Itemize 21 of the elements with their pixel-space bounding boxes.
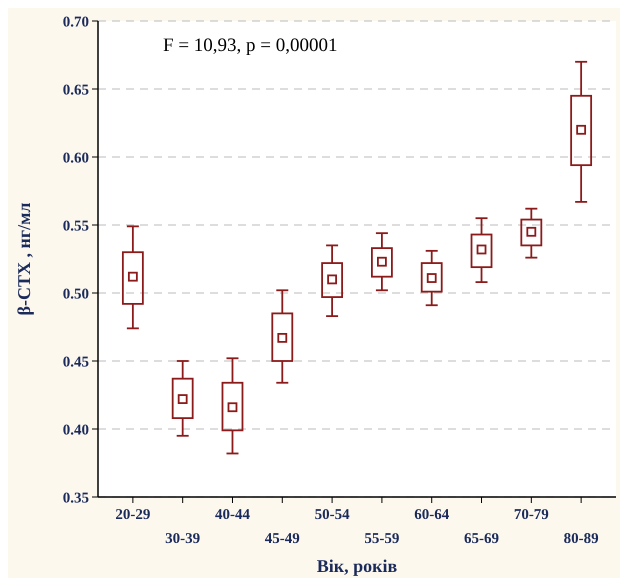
y-tick-label: 0.70 [62,14,89,30]
y-tick-label: 0.60 [62,150,89,166]
y-axis-title: β-CTX , нг/мл [14,202,34,316]
y-tick-label: 0.55 [62,218,89,234]
x-tick-label: 20-29 [115,507,150,523]
x-tick-label: 60-64 [414,507,450,523]
y-tick-label: 0.45 [62,354,89,370]
x-axis-title: Вік, років [316,556,398,576]
x-tick-label: 45-49 [264,531,300,547]
x-tick-label: 70-79 [514,507,549,523]
y-tick-label: 0.35 [62,490,89,506]
x-tick-label: 80-89 [564,531,599,547]
x-tick-label: 55-59 [364,531,400,547]
y-tick-label: 0.50 [62,286,89,302]
annotation: F = 10,93, p = 0,00001 [163,35,338,56]
y-tick-label: 0.65 [62,82,89,98]
x-tick-label: 30-39 [165,531,200,547]
x-tick-label: 40-44 [214,507,250,523]
x-tick-label: 50-54 [314,507,350,523]
y-tick-label: 0.40 [62,422,89,438]
x-tick-label: 65-69 [464,531,500,547]
